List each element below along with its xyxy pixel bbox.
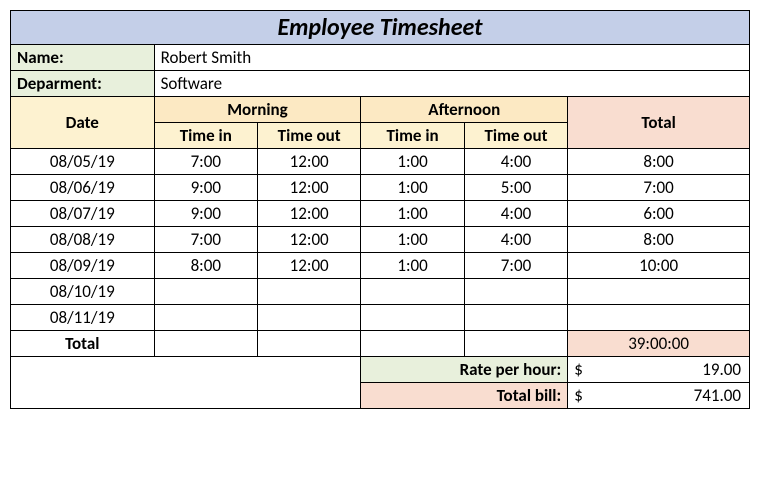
cell-morning-out: 12:00: [257, 227, 360, 253]
sheet-title: Employee Timesheet: [11, 11, 750, 45]
cell-afternoon-out: 4:00: [464, 201, 567, 227]
cell-morning-out: 12:00: [257, 175, 360, 201]
footer-blank: [11, 357, 361, 409]
cell-date: 08/06/19: [11, 175, 155, 201]
bill-value: $ 741.00: [568, 383, 750, 409]
cell-total: 8:00: [568, 227, 750, 253]
footer-empty: [464, 331, 567, 357]
table-row: 08/08/19 7:00 12:00 1:00 4:00 8:00: [11, 227, 750, 253]
footer-empty: [257, 331, 360, 357]
cell-afternoon-in: 1:00: [361, 227, 464, 253]
table-row: 08/09/19 8:00 12:00 1:00 7:00 10:00: [11, 253, 750, 279]
table-row: 08/05/19 7:00 12:00 1:00 4:00 8:00: [11, 149, 750, 175]
cell-date: 08/08/19: [11, 227, 155, 253]
cell-afternoon-in: 1:00: [361, 253, 464, 279]
cell-afternoon-out: 4:00: [464, 227, 567, 253]
footer-total-time: 39:00:00: [568, 331, 750, 357]
cell-afternoon-out: 4:00: [464, 149, 567, 175]
col-header-date: Date: [11, 97, 155, 149]
cell-date: 08/11/19: [11, 305, 155, 331]
col-header-total: Total: [568, 97, 750, 149]
cell-date: 08/09/19: [11, 253, 155, 279]
cell-date: 08/05/19: [11, 149, 155, 175]
footer-empty: [154, 331, 257, 357]
cell-total: 8:00: [568, 149, 750, 175]
name-label: Name:: [11, 45, 155, 71]
bill-label: Total bill:: [361, 383, 568, 409]
cell-total: [568, 279, 750, 305]
col-header-afternoon: Afternoon: [361, 97, 568, 123]
cell-morning-out: 12:00: [257, 149, 360, 175]
timesheet-table: Employee Timesheet Name: Robert Smith De…: [10, 10, 750, 409]
table-row: 08/11/19: [11, 305, 750, 331]
currency-sign: $: [574, 385, 583, 406]
cell-afternoon-in: 1:00: [361, 175, 464, 201]
dept-value: Software: [154, 71, 749, 97]
cell-afternoon-in: [361, 305, 464, 331]
cell-morning-in: 8:00: [154, 253, 257, 279]
name-value: Robert Smith: [154, 45, 749, 71]
cell-morning-in: 9:00: [154, 201, 257, 227]
col-header-morning-out: Time out: [257, 123, 360, 149]
cell-morning-out: [257, 279, 360, 305]
table-row: 08/10/19: [11, 279, 750, 305]
cell-afternoon-out: 5:00: [464, 175, 567, 201]
footer-total-label: Total: [11, 331, 155, 357]
cell-afternoon-out: [464, 305, 567, 331]
table-row: 08/07/19 9:00 12:00 1:00 4:00 6:00: [11, 201, 750, 227]
footer-empty: [361, 331, 464, 357]
cell-afternoon-in: 1:00: [361, 149, 464, 175]
table-row: 08/06/19 9:00 12:00 1:00 5:00 7:00: [11, 175, 750, 201]
rate-value: $ 19.00: [568, 357, 750, 383]
col-header-morning: Morning: [154, 97, 361, 123]
cell-morning-in: [154, 305, 257, 331]
cell-date: 08/07/19: [11, 201, 155, 227]
cell-total: 10:00: [568, 253, 750, 279]
cell-morning-in: [154, 279, 257, 305]
cell-afternoon-out: [464, 279, 567, 305]
rate-label: Rate per hour:: [361, 357, 568, 383]
dept-label: Deparment:: [11, 71, 155, 97]
col-header-afternoon-out: Time out: [464, 123, 567, 149]
cell-total: [568, 305, 750, 331]
currency-sign: $: [574, 359, 583, 380]
cell-morning-in: 7:00: [154, 227, 257, 253]
cell-morning-in: 7:00: [154, 149, 257, 175]
cell-afternoon-in: [361, 279, 464, 305]
cell-morning-out: [257, 305, 360, 331]
rate-amount: 19.00: [702, 359, 741, 380]
cell-total: 7:00: [568, 175, 750, 201]
cell-morning-out: 12:00: [257, 253, 360, 279]
cell-afternoon-in: 1:00: [361, 201, 464, 227]
bill-amount: 741.00: [694, 385, 741, 406]
cell-afternoon-out: 7:00: [464, 253, 567, 279]
col-header-afternoon-in: Time in: [361, 123, 464, 149]
cell-morning-out: 12:00: [257, 201, 360, 227]
cell-total: 6:00: [568, 201, 750, 227]
col-header-morning-in: Time in: [154, 123, 257, 149]
cell-date: 08/10/19: [11, 279, 155, 305]
cell-morning-in: 9:00: [154, 175, 257, 201]
